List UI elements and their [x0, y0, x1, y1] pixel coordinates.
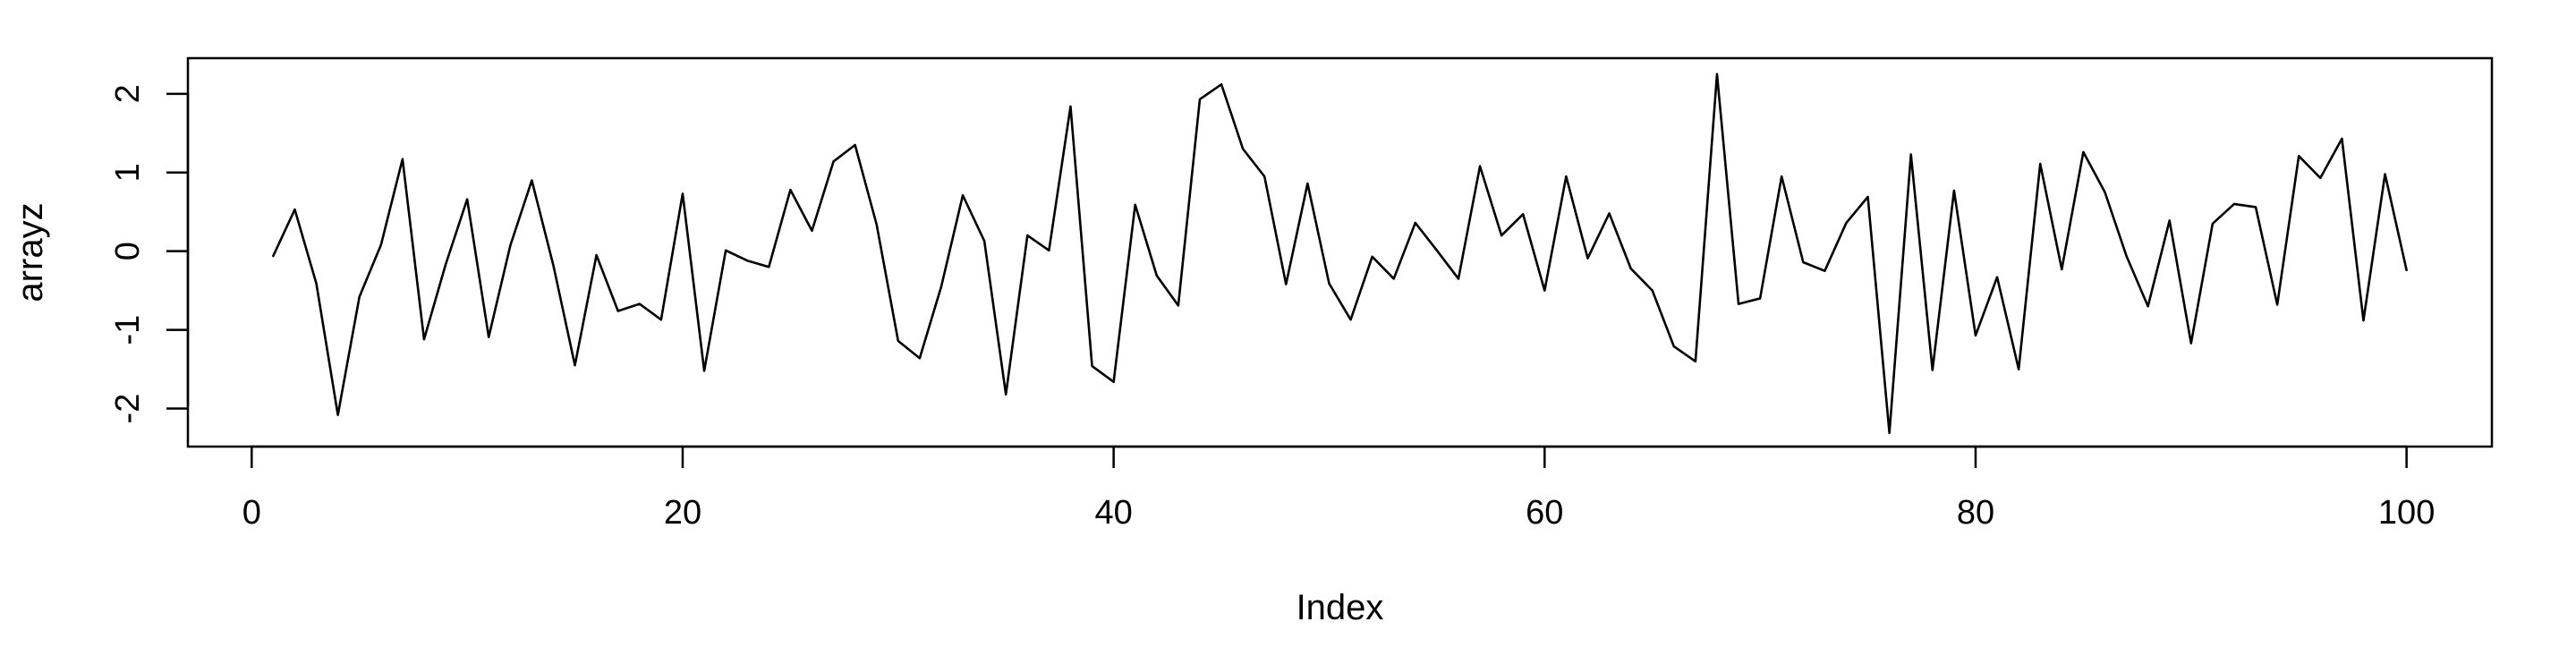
x-tick-label: 40	[1094, 494, 1132, 532]
x-tick-label: 100	[2378, 494, 2435, 532]
y-tick-label: 2	[109, 84, 147, 103]
x-tick-label: 80	[1957, 494, 1994, 532]
plot-box	[186, 56, 2494, 448]
y-axis: -2 -1 0 1 2	[109, 84, 190, 424]
y-tick-label: -2	[109, 394, 147, 424]
y-axis-title: arrayz	[11, 202, 50, 302]
x-tick-label: 0	[242, 494, 261, 532]
x-axis: 0 20 40 60 80 100	[242, 445, 2435, 532]
y-tick-label: -1	[109, 315, 147, 345]
y-tick-label: 0	[109, 242, 147, 260]
series-line	[272, 72, 2408, 435]
y-tick-label: 1	[109, 163, 147, 182]
x-tick-label: 60	[1526, 494, 1563, 532]
x-tick-label: 20	[664, 494, 701, 532]
x-axis-title: Index	[1297, 588, 1384, 627]
